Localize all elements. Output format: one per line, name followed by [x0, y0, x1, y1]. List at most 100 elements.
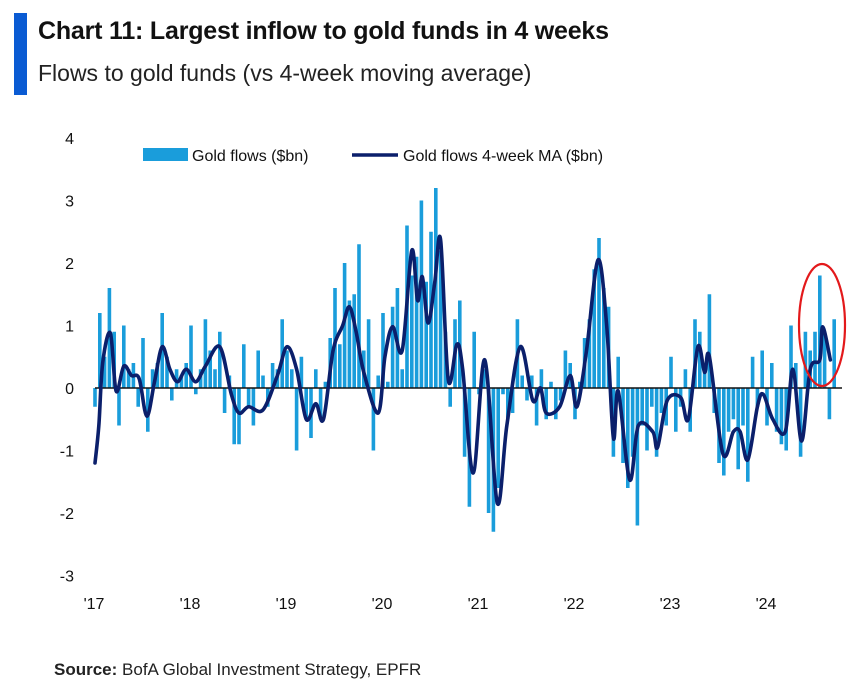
flow-bar	[506, 388, 510, 420]
flow-bar	[482, 369, 486, 388]
flow-bar	[525, 388, 529, 401]
flow-bar	[832, 319, 836, 388]
flow-bar	[237, 388, 241, 445]
flow-bar	[232, 388, 236, 445]
x-tick-label: '18	[180, 596, 201, 613]
flow-bar	[597, 238, 601, 388]
flow-bar	[410, 275, 414, 388]
flow-bar	[270, 363, 275, 388]
flow-bar	[174, 369, 179, 388]
flow-bar	[462, 388, 467, 457]
x-tick-label: '21	[468, 596, 489, 613]
flow-bar	[98, 313, 102, 388]
flow-bar	[222, 388, 227, 413]
flow-bar	[683, 369, 688, 388]
flow-bar	[184, 363, 188, 388]
x-tick-label: '19	[276, 596, 297, 613]
flow-bar	[218, 331, 222, 388]
flow-bar	[722, 388, 726, 476]
flow-bar	[386, 381, 390, 388]
flow-bar	[798, 388, 803, 457]
flow-bar	[381, 313, 385, 388]
flow-bar	[342, 263, 347, 388]
flow-bar	[750, 356, 755, 388]
flow-bar	[294, 388, 299, 451]
flow-bar	[117, 388, 121, 426]
flow-bar	[352, 294, 356, 388]
flow-bar	[141, 338, 145, 388]
flow-bar	[789, 325, 793, 388]
flow-bar	[650, 388, 654, 407]
flow-bar	[107, 288, 112, 388]
flow-bar	[659, 388, 664, 413]
flow-bar	[530, 375, 534, 388]
flow-bar	[213, 369, 217, 388]
y-axis: 4 3 2 1 0 -1 -2 -3	[60, 131, 74, 586]
gold-flows-bars	[93, 188, 836, 532]
flow-bar	[741, 388, 745, 426]
flow-bar	[539, 369, 544, 388]
flow-bar	[323, 381, 328, 388]
flow-bar	[635, 388, 640, 526]
highlight-ellipse	[797, 262, 847, 388]
flow-bar	[510, 388, 515, 413]
flow-bar	[299, 356, 304, 388]
flow-bar	[669, 356, 673, 388]
flow-bar	[587, 319, 592, 388]
source-text: BofA Global Investment Strategy, EPFR	[117, 660, 422, 679]
y-tick-label: 2	[65, 256, 74, 273]
legend-label-ma: Gold flows 4-week MA ($bn)	[403, 148, 603, 165]
source-label: Source:	[54, 660, 118, 679]
x-tick-label: '24	[756, 596, 777, 613]
flow-bar	[813, 331, 817, 388]
flow-bar	[774, 388, 779, 432]
flow-bar	[285, 350, 289, 388]
flow-bar	[203, 319, 208, 388]
flow-bar	[371, 388, 376, 451]
flow-bar	[626, 388, 630, 488]
flow-bar	[702, 369, 707, 388]
flow-bar	[126, 369, 131, 388]
flow-bar	[501, 388, 505, 395]
y-tick-label: 4	[65, 131, 74, 148]
flow-bar	[698, 331, 702, 388]
flow-bar	[189, 325, 193, 388]
flow-bar	[390, 306, 395, 388]
chart-subtitle: Flows to gold funds (vs 4-week moving av…	[38, 60, 532, 86]
flow-bar	[746, 388, 750, 482]
flow-bar	[347, 300, 352, 388]
y-tick-label: -3	[60, 569, 74, 586]
flow-bar	[122, 325, 126, 388]
y-tick-label: 1	[65, 319, 74, 336]
flow-bar	[534, 388, 539, 426]
flow-bar	[549, 381, 553, 388]
flow-bar	[256, 350, 260, 388]
flow-bar	[544, 388, 548, 420]
flow-bar	[630, 388, 635, 457]
flow-bar	[496, 388, 500, 488]
flow-bar	[150, 369, 155, 388]
flow-bar	[170, 388, 174, 401]
flow-bar	[414, 256, 419, 388]
flow-bar	[707, 294, 712, 388]
flow-bar	[472, 331, 476, 388]
x-tick-label: '23	[660, 596, 681, 613]
flow-bar	[645, 388, 649, 451]
flow-bar	[376, 375, 380, 388]
flow-bar	[674, 388, 678, 432]
flow-bar	[304, 388, 308, 420]
flow-bar	[486, 388, 491, 513]
flow-bar	[616, 356, 620, 388]
legend-label-flows: Gold flows ($bn)	[192, 148, 309, 165]
flow-bar	[366, 319, 371, 388]
title-accent-bar	[14, 13, 27, 95]
ma-line	[93, 234, 833, 507]
chart-title: Chart 11: Largest inflow to gold funds i…	[38, 17, 609, 45]
flow-bar	[563, 350, 568, 388]
flow-bar	[357, 244, 361, 388]
flow-bar	[102, 356, 107, 388]
flow-bar	[424, 281, 428, 388]
flow-bar	[827, 388, 832, 420]
flow-bar	[400, 369, 404, 388]
